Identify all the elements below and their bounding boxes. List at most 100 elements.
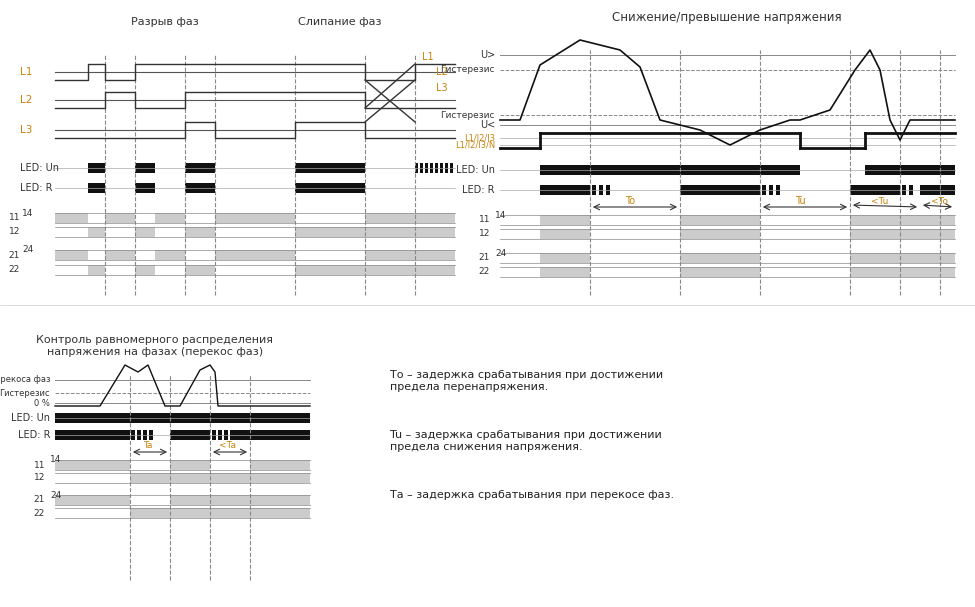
Bar [922,185,926,195]
Text: To: To [625,196,635,206]
Bar [135,213,155,223]
Bar [135,183,155,193]
Text: LED: Un: LED: Un [456,165,495,175]
Text: <Tu: <Tu [872,197,888,206]
Text: Гистерезис: Гистерезис [441,110,495,120]
Bar [143,430,147,440]
Bar [425,163,428,173]
Bar [440,163,443,173]
Bar [150,430,154,440]
Bar [540,185,590,195]
Bar [212,430,216,440]
Text: Ta: Ta [143,441,153,450]
Bar [185,227,215,237]
Bar [365,227,455,237]
Bar [185,163,215,173]
Text: U>: U> [480,50,495,60]
Bar [88,250,105,260]
Bar [500,229,955,239]
Bar [590,253,680,263]
Text: LED: Un: LED: Un [11,413,50,423]
Text: L2: L2 [20,95,32,105]
Bar [850,267,955,277]
Bar [865,165,955,175]
Bar [130,473,170,483]
Text: 11: 11 [33,461,45,469]
Bar [210,460,250,470]
Text: L1: L1 [422,52,434,62]
Bar [185,213,215,223]
Bar [55,460,310,470]
Text: 14: 14 [495,211,506,220]
Text: LED: Un: LED: Un [20,163,59,173]
Text: 24: 24 [22,245,33,254]
Bar [135,250,155,260]
Text: 22: 22 [9,265,20,274]
Bar [135,163,155,173]
Bar [760,253,850,263]
Text: <Ta: <Ta [219,441,237,450]
Bar [850,229,955,239]
Text: U<: U< [480,120,495,130]
Bar [680,229,760,239]
Bar [170,430,210,440]
Bar [185,265,215,275]
Text: LED: R: LED: R [18,430,50,440]
Text: 21: 21 [33,495,45,504]
Text: Слипание фаз: Слипание фаз [298,17,382,27]
Bar [902,185,906,195]
Text: Контроль равномерного распределения
напряжения на фазах (перекос фаз): Контроль равномерного распределения напр… [36,335,274,356]
Bar [930,185,934,195]
Text: Уставка перекоса фаз: Уставка перекоса фаз [0,376,50,384]
Text: L1: L1 [20,67,32,77]
Bar [500,215,955,225]
Text: 22: 22 [479,268,490,277]
Bar [88,183,105,193]
Bar [415,163,418,173]
Bar [138,430,142,440]
Text: 21: 21 [479,254,490,262]
Text: Tu: Tu [795,196,805,206]
Bar [135,227,155,237]
Bar [850,185,900,195]
Bar [185,250,215,260]
Bar [131,430,135,440]
Bar [420,163,423,173]
Bar [55,473,310,483]
Bar [149,430,153,440]
Bar [606,185,610,195]
Bar [170,473,310,483]
Bar [132,430,136,440]
Bar [760,215,850,225]
Text: 14: 14 [22,208,33,217]
Text: Разрыв фаз: Разрыв фаз [131,17,199,27]
Bar [295,265,365,275]
Bar [88,265,105,275]
Bar [55,430,130,440]
Bar [680,185,760,195]
Bar [365,213,455,223]
Text: 11: 11 [479,215,490,225]
Text: 24: 24 [50,490,61,500]
Text: Гистерезис: Гистерезис [0,388,50,398]
Bar [365,250,455,260]
Bar [680,267,760,277]
Text: 24: 24 [495,248,506,257]
Bar [592,185,596,195]
Text: LED: R: LED: R [20,183,53,193]
Bar [599,185,603,195]
Bar [920,185,955,195]
Bar [137,430,141,440]
Text: 12: 12 [9,228,20,237]
Bar [55,213,455,223]
Bar [144,430,148,440]
Text: Та – задержка срабатывания при перекосе фаз.: Та – задержка срабатывания при перекосе … [390,490,674,500]
Text: L1/l2/l3: L1/l2/l3 [464,134,495,143]
Text: 0 %: 0 % [34,399,50,407]
Bar [218,430,222,440]
Bar [230,430,310,440]
Bar [170,508,310,518]
Bar [130,508,170,518]
Text: 22: 22 [34,509,45,518]
Bar [590,215,680,225]
